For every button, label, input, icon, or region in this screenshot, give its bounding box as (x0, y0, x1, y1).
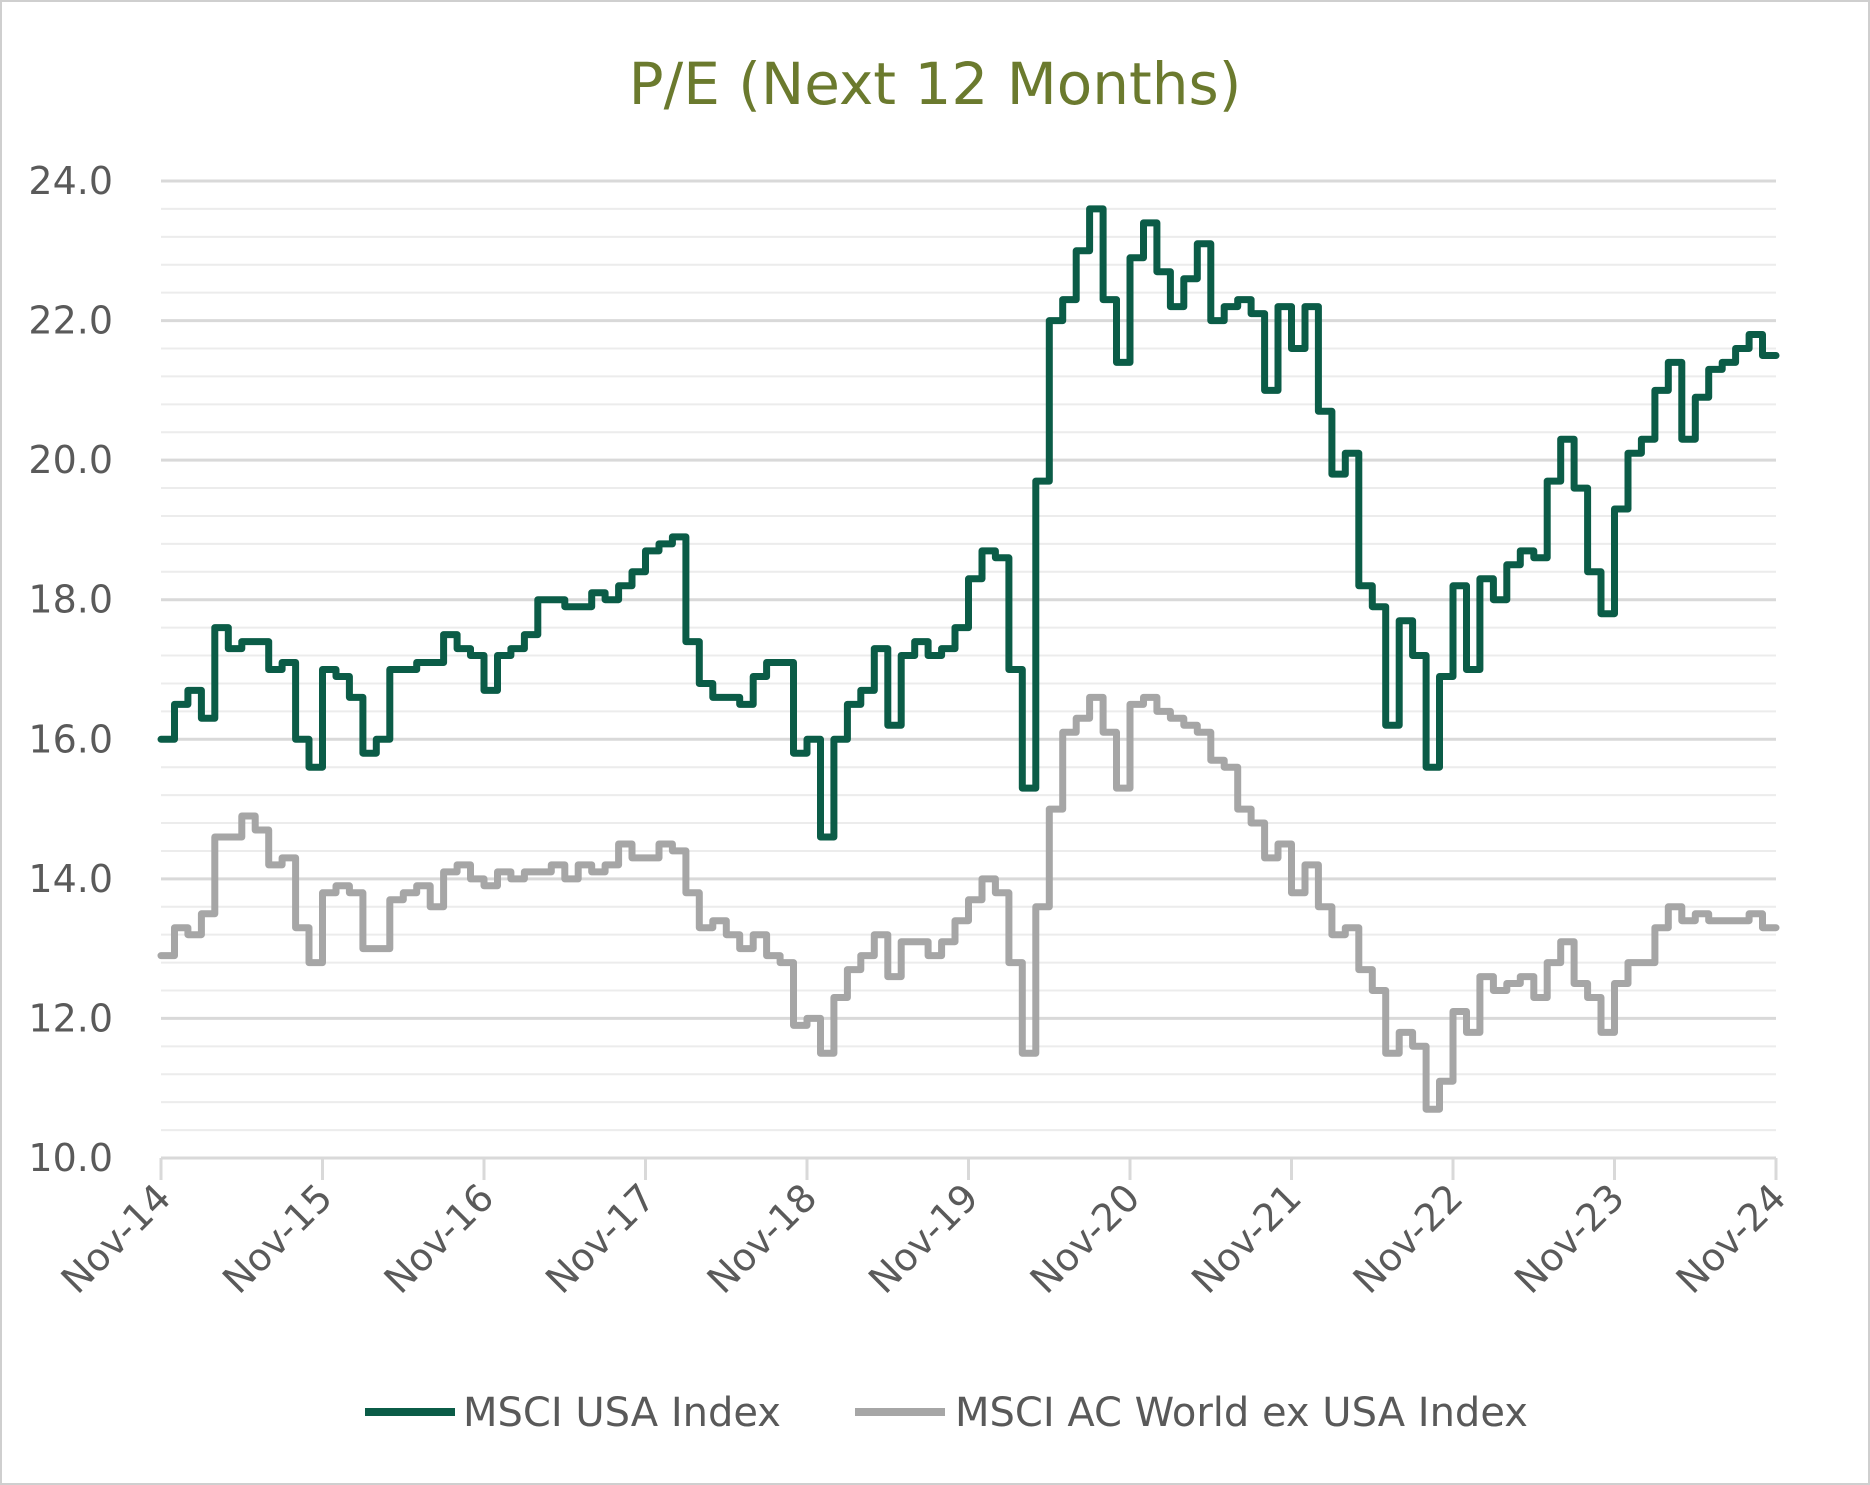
y-tick-label: 20.0 (28, 438, 113, 482)
x-tick-label: Nov-17 (537, 1175, 664, 1302)
y-tick-label: 24.0 (28, 159, 113, 203)
gridlines (161, 179, 1776, 1132)
x-tick-label: Nov-24 (1668, 1175, 1795, 1302)
legend-label-msci-acwi-ex-usa: MSCI AC World ex USA Index (955, 1390, 1528, 1436)
y-tick-label: 18.0 (28, 578, 113, 622)
x-tick-label: Nov-22 (1345, 1175, 1472, 1302)
series-line-msci-usa (157, 205, 1780, 841)
x-tick-label: Nov-16 (376, 1175, 503, 1302)
y-tick-label: 10.0 (28, 1136, 113, 1180)
y-tick-label: 16.0 (28, 717, 113, 761)
series-lines (157, 205, 1780, 1113)
legend: MSCI USA Index MSCI AC World ex USA Inde… (365, 1390, 1528, 1436)
x-tick-label: Nov-21 (1183, 1175, 1310, 1302)
y-tick-label: 12.0 (28, 996, 113, 1040)
series-line-msci-acwi-ex-usa (157, 693, 1780, 1113)
x-tick-label: Nov-20 (1022, 1175, 1149, 1302)
y-tick-label: 14.0 (28, 857, 113, 901)
x-tick-label: Nov-19 (860, 1175, 987, 1302)
legend-label-msci-usa: MSCI USA Index (463, 1390, 781, 1436)
x-tick-label: Nov-14 (53, 1175, 180, 1302)
x-tick-label: Nov-18 (699, 1175, 826, 1302)
x-tick-label: Nov-23 (1506, 1175, 1633, 1302)
chart-title: P/E (Next 12 Months) (629, 50, 1242, 118)
x-tick-label: Nov-15 (214, 1175, 341, 1302)
y-tick-label: 22.0 (28, 299, 113, 343)
